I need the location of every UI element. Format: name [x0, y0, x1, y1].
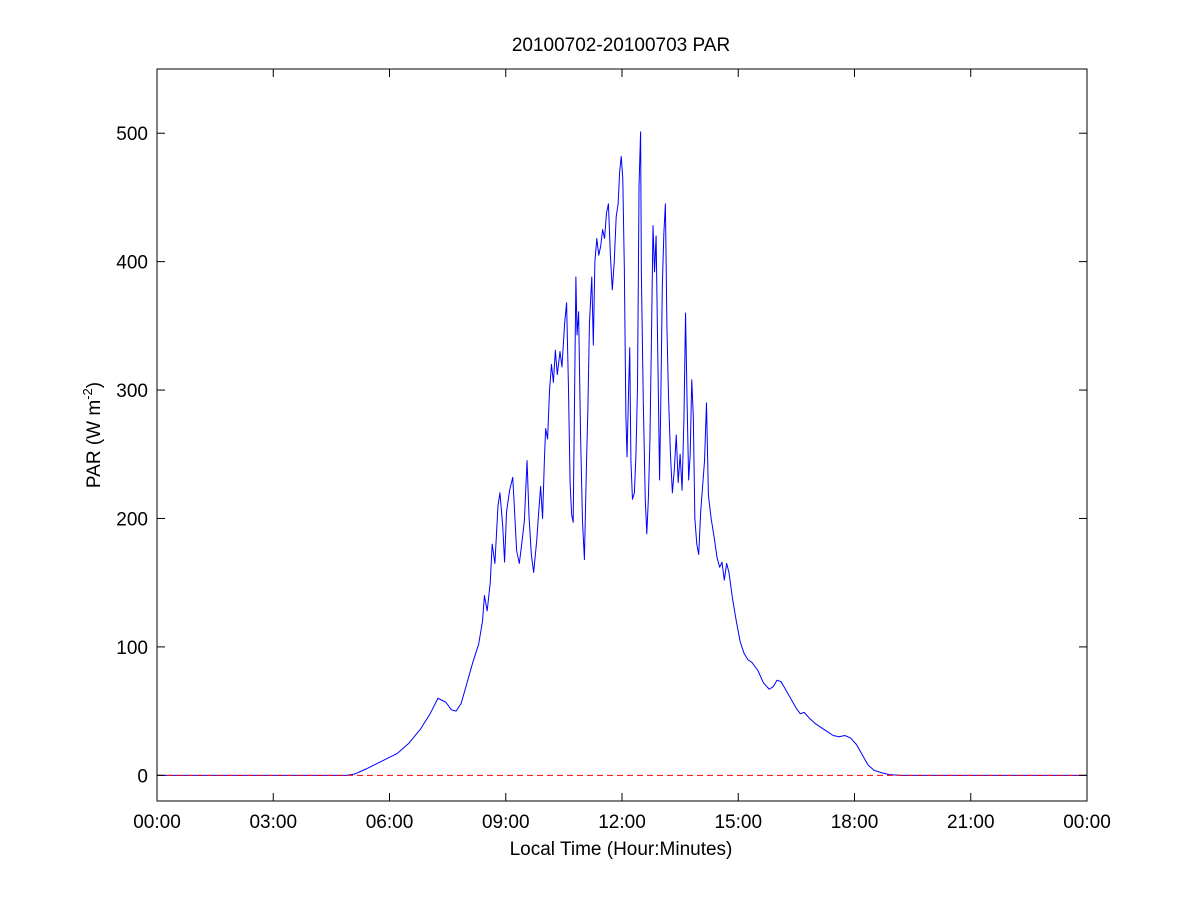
y-tick-label: 100: [116, 638, 148, 659]
x-axis-label: Local Time (Hour:Minutes): [510, 839, 733, 860]
x-tick-label: 21:00: [947, 812, 995, 833]
x-tick-label: 18:00: [831, 812, 879, 833]
x-tick-label: 00:00: [133, 812, 181, 833]
chart-title: 20100702-20100703 PAR: [512, 35, 730, 56]
x-tick-label: 15:00: [714, 812, 762, 833]
x-tick-label: 06:00: [366, 812, 414, 833]
y-axis-label-superscript: -2: [80, 388, 95, 400]
y-tick-label: 0: [137, 766, 148, 787]
x-tick-label: 03:00: [249, 812, 297, 833]
par-series-line: [157, 131, 1087, 776]
y-axis-label: PAR (W m-2): [80, 382, 105, 488]
y-tick-label: 200: [116, 509, 148, 530]
y-tick-label: 500: [116, 124, 148, 145]
axis-ticks: 00:00 03:00 06:00 09:00 12:00 15:00 18:00 21:00…: [116, 69, 1111, 833]
y-axis-label-main: PAR (W m: [84, 400, 105, 488]
y-tick-label: 300: [116, 381, 148, 402]
y-axis-label-close: ): [84, 382, 105, 388]
plot-area: [157, 131, 1087, 776]
x-tick-label: 00:00: [1063, 812, 1111, 833]
x-tick-label: 09:00: [482, 812, 530, 833]
y-tick-label: 400: [116, 253, 148, 274]
axes-frame: [156, 68, 1088, 802]
x-tick-label: 12:00: [598, 812, 646, 833]
